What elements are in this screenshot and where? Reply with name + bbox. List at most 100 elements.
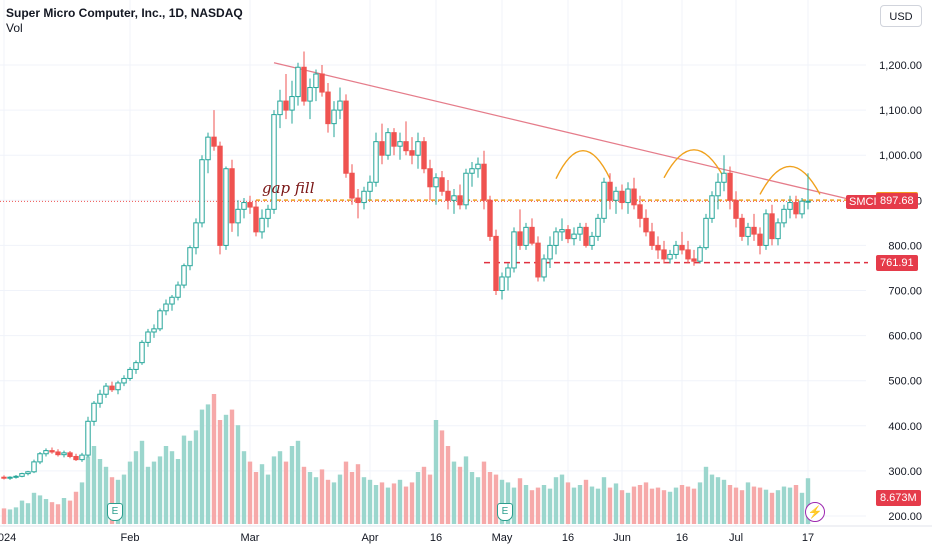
candle-body xyxy=(517,231,523,246)
candle-body xyxy=(571,233,577,240)
candle-body xyxy=(373,141,379,183)
candle-body xyxy=(217,145,223,246)
volume-bar xyxy=(481,461,487,524)
volume-bars xyxy=(1,394,811,524)
candle-body xyxy=(739,217,745,237)
candle-body xyxy=(709,195,715,219)
y-tick-label: 1,200.00 xyxy=(879,60,922,72)
candle-body xyxy=(805,200,811,203)
candle-body xyxy=(631,188,637,206)
x-tick-label: 16 xyxy=(562,532,574,544)
volume-bar xyxy=(421,466,427,524)
candle-body xyxy=(445,190,451,201)
volume-bar xyxy=(457,466,463,524)
volume-bar xyxy=(271,456,277,524)
y-tick-label: 800.00 xyxy=(888,240,922,252)
volume-bar xyxy=(43,499,49,524)
candle-body xyxy=(751,226,757,235)
volume-bar xyxy=(787,487,793,524)
candle-body xyxy=(763,213,769,246)
volume-bar xyxy=(31,492,37,524)
volume-bar xyxy=(763,489,769,524)
candle-body xyxy=(25,471,31,475)
candle-body xyxy=(505,267,511,278)
candle-body xyxy=(157,310,163,330)
x-tick-label: 16 xyxy=(676,532,688,544)
volume-bar xyxy=(745,482,751,524)
candle-body xyxy=(439,177,445,192)
currency-button[interactable]: USD xyxy=(880,5,922,27)
volume-bar xyxy=(643,482,649,524)
symbol-price-tag: SMCI xyxy=(846,195,880,209)
candle-body xyxy=(421,141,427,170)
candle-body xyxy=(643,217,649,233)
volume-bar xyxy=(649,488,655,524)
volume-bar xyxy=(631,486,637,524)
candle-body xyxy=(331,109,337,125)
candle-body xyxy=(181,265,187,286)
trendline xyxy=(273,62,851,201)
volume-bar xyxy=(211,394,217,524)
volume-bar xyxy=(469,472,475,524)
candle-body xyxy=(559,229,565,233)
candle-body xyxy=(655,244,661,251)
candle-body xyxy=(529,226,535,244)
y-tick-label: 300.00 xyxy=(888,466,922,478)
volume-bar xyxy=(151,461,157,524)
volume-bar xyxy=(85,456,91,524)
earnings-marker[interactable]: E xyxy=(107,503,123,521)
candle-body xyxy=(781,208,787,224)
candle-body xyxy=(187,247,193,267)
volume-indicator-label[interactable]: Vol xyxy=(6,21,23,35)
volume-bar xyxy=(619,490,625,524)
volume-bar xyxy=(613,483,619,524)
volume-bar xyxy=(655,487,661,524)
candle-body xyxy=(583,226,589,246)
volume-bar xyxy=(559,474,565,524)
candle-body xyxy=(745,226,751,237)
volume-bar xyxy=(133,451,139,524)
candle-body xyxy=(733,199,739,219)
candle-body xyxy=(193,222,199,249)
candle-body xyxy=(691,258,697,262)
symbol-title[interactable]: Super Micro Computer, Inc., 1D, NASDAQ xyxy=(6,6,243,20)
candle-body xyxy=(355,197,361,204)
price-tag: 897.68 xyxy=(876,193,918,210)
gap-fill-annotation[interactable]: gap fill xyxy=(262,179,315,197)
volume-bar xyxy=(679,485,685,524)
candle-body xyxy=(109,385,115,391)
candle-body xyxy=(19,473,25,477)
volume-bar xyxy=(199,409,205,524)
volume-bar xyxy=(775,490,781,524)
volume-bar xyxy=(91,446,97,524)
candle-body xyxy=(295,66,301,98)
candle-body xyxy=(103,385,109,395)
candle-body xyxy=(301,66,307,102)
y-tick-label: 1,100.00 xyxy=(879,105,922,117)
volume-bar xyxy=(187,440,193,524)
volume-bar xyxy=(475,477,481,524)
candle-body xyxy=(307,87,313,102)
candle-body xyxy=(13,475,19,478)
volume-bar xyxy=(181,435,187,524)
volume-bar xyxy=(49,502,55,524)
lightning-icon[interactable]: ⚡ xyxy=(805,502,825,522)
candle-body xyxy=(685,249,691,260)
candle-body xyxy=(73,455,79,461)
volume-bar xyxy=(409,482,415,524)
volume-bar xyxy=(589,486,595,524)
price-tag: 8.673M xyxy=(876,489,921,506)
volume-bar xyxy=(373,485,379,524)
x-tick-label: 17 xyxy=(802,532,814,544)
volume-bar xyxy=(601,477,607,524)
x-tick-label: Mar xyxy=(241,532,260,544)
candle-body xyxy=(793,202,799,215)
candle-body xyxy=(271,114,277,210)
volume-bar xyxy=(637,485,643,524)
candle-body xyxy=(85,420,91,456)
candle-body xyxy=(235,208,241,224)
pattern-arc xyxy=(663,149,725,179)
earnings-marker[interactable]: E xyxy=(497,503,513,521)
y-tick-label: 600.00 xyxy=(888,331,922,343)
